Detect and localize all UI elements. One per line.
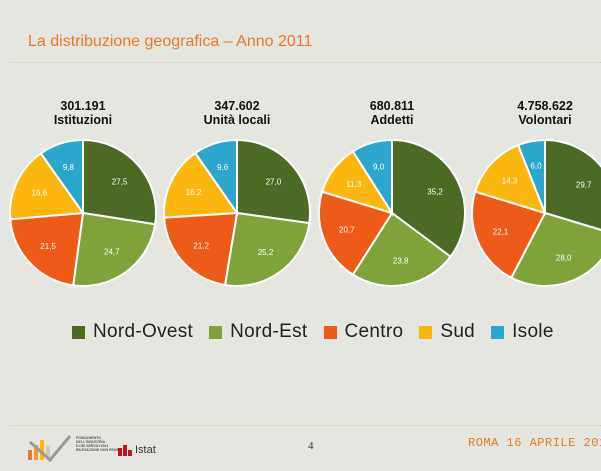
pie-slice-centro [471,190,547,280]
chart-title: Addetti [370,113,413,127]
pie-slice-sud [473,143,547,215]
chart-title: Unità locali [204,113,271,127]
pie-slice-nord-est [72,211,157,287]
pie-slice-nord-ovest [236,138,311,225]
chart-total: 301.191 [60,99,105,113]
slide-title: La distribuzione geografica – Anno 2011 [28,33,313,50]
slice-label-sud: 16,6 [32,189,48,198]
slice-label-centro: 22,1 [493,228,509,237]
pie-slice-nord-est [351,211,452,288]
pie-slice-centro [318,190,394,277]
legend-swatch-centro [323,325,337,339]
pie-slice-nord-ovest [82,138,157,226]
footer-date: ROMA 16 APRILE 201 [468,436,601,450]
slice-label-nord-est: 25,2 [258,248,274,257]
footer-divider [10,425,601,426]
legend-label: Sud [440,321,476,342]
legend-swatch-nord-ovest [72,325,85,339]
slice-label-nord-est: 28,0 [556,253,572,262]
legend-label: Centro [344,321,404,342]
legend-item-nord-est: Nord-Est [209,321,307,343]
slice-label-centro: 20,7 [339,226,355,235]
slice-label-isole: 9,0 [373,163,385,172]
slice-label-sud: 16,2 [186,188,202,197]
pie-slice-nord-ovest [544,138,601,231]
pie-slice-sud [9,151,85,221]
slice-label-nord-ovest: 27,5 [112,178,128,187]
pie-slice-centro [163,211,239,287]
slice-label-isole: 6,0 [530,162,542,171]
legend-label: Isole [512,321,554,342]
slice-label-nord-ovest: 29,7 [576,180,592,189]
slice-label-isole: 9,8 [63,163,75,172]
slice-label-nord-est: 24,7 [104,248,120,257]
pie-slice-centro [9,211,85,287]
pie-slice-nord-est [509,211,601,287]
istat-logo-text: Istat [135,444,156,456]
censimento-logo-icon [28,435,72,463]
pie-slice-sud [163,151,239,219]
legend: Nord-Ovest Nord-Est Centro Sud Isole [72,318,601,346]
pie-slice-isole [516,138,546,214]
chart-title: Volontari [518,113,571,127]
slice-label-centro: 21,5 [40,242,56,251]
pie-slice-isole [39,138,84,217]
page-number: 4 [308,440,314,452]
pie-slice-nord-est [223,211,311,287]
chart-title: Istituzioni [54,113,112,127]
chart-total: 4.758.622 [517,99,573,113]
slice-label-nord-ovest: 27,0 [266,177,282,186]
pie-slice-isole [193,138,238,217]
chart-total: 347.602 [214,99,259,113]
legend-swatch-isole [491,325,505,339]
istat-logo-icon [118,444,132,456]
pie-slice-isole [351,138,393,217]
slice-label-nord-ovest: 35,2 [427,187,443,196]
legend-item-nord-ovest: Nord-Ovest [72,321,193,343]
slice-label-sud: 14,3 [502,176,518,185]
legend-label: Nord-Est [230,321,308,342]
censimento-logo: FONDAMENTO DELL'INDUSTRIA E DEI SERVIZI … [26,434,122,464]
legend-label: Nord-Ovest [93,321,194,342]
legend-swatch-sud [419,325,433,339]
slice-label-sud: 11,3 [346,180,362,189]
legend-item-centro: Centro [323,321,404,343]
slice-label-isole: 9,6 [217,163,229,172]
censimento-logo-text: FONDAMENTO DELL'INDUSTRIA E DEI SERVIZI … [76,436,122,452]
slice-label-nord-est: 23,8 [393,256,409,265]
legend-item-sud: Sud [419,321,475,343]
slice-label-centro: 21,2 [193,241,209,250]
chart-total: 680.811 [370,99,415,113]
pie-slice-nord-ovest [391,138,466,259]
istat-logo: Istat [118,444,156,456]
legend-swatch-nord-est [209,325,223,339]
title-divider [10,62,601,63]
legend-item-isole: Isole [491,321,554,343]
